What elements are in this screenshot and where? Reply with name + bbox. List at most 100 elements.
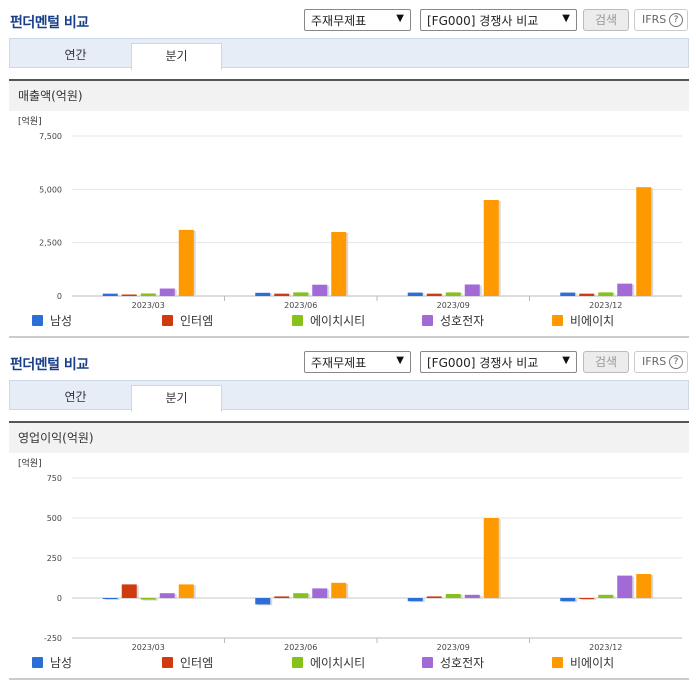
- peer-select[interactable]: [FG000] 경쟁사 비교 ▼: [420, 9, 577, 31]
- legend-item[interactable]: 에이치시티: [292, 314, 365, 328]
- bar: [560, 292, 576, 296]
- legend-swatch: [292, 657, 303, 668]
- bar: [617, 283, 633, 296]
- bar: [102, 293, 118, 296]
- peer-select[interactable]: [FG000] 경쟁사 비교 ▼: [420, 351, 577, 373]
- y-tick-label: -250: [44, 634, 62, 643]
- legend-label: 에이치시티: [310, 314, 366, 328]
- bar: [274, 596, 290, 598]
- bar: [255, 598, 271, 605]
- legend-swatch: [32, 657, 43, 668]
- bar: [293, 593, 309, 598]
- x-tick-label: 2023/03: [132, 643, 165, 652]
- period-tabs: 연간 분기: [9, 38, 689, 70]
- bar: [312, 284, 328, 296]
- peer-select-value: [FG000] 경쟁사 비교: [427, 356, 539, 370]
- bar-shadow: [123, 295, 139, 297]
- y-tick-label: 750: [47, 474, 62, 483]
- operating-profit-chart: [억원] -250 0 250 500 750 2023/03 2023/06 2023/09 2…: [18, 457, 682, 652]
- x-tick-label: 2023/06: [284, 301, 317, 310]
- legend-swatch: [162, 315, 173, 326]
- legend-swatch: [422, 657, 433, 668]
- bar: [407, 292, 423, 296]
- y-tick-label: 500: [47, 514, 62, 523]
- chart-legend: 남성 인터엠 에이치시티 성호전자 비에이치: [0, 314, 696, 334]
- bar-shadow: [428, 597, 444, 599]
- bar: [178, 584, 194, 598]
- bar: [598, 292, 614, 296]
- section-title: 영업이익(억원): [9, 421, 689, 453]
- search-button[interactable]: 검색: [583, 351, 629, 373]
- bar: [121, 294, 137, 296]
- search-button[interactable]: 검색: [583, 9, 629, 31]
- revenue-chart: [억원] 0 2,500 5,000 7,500 2023/03 2023/06 2023/0…: [18, 115, 682, 310]
- y-tick-label: 250: [47, 554, 62, 563]
- x-tick-label: 2023/12: [589, 301, 622, 310]
- period-tabs: 연간 분기: [9, 380, 689, 412]
- legend-item[interactable]: 비에이치: [552, 314, 614, 328]
- legend-label: 남성: [50, 656, 73, 670]
- bar: [636, 574, 652, 598]
- legend-swatch: [292, 315, 303, 326]
- unit-label: [억원]: [18, 457, 42, 469]
- chevron-down-icon: ▼: [396, 355, 404, 366]
- bar-shadow: [276, 597, 292, 599]
- legend-item[interactable]: 비에이치: [552, 656, 614, 670]
- legend-label: 남성: [50, 314, 73, 328]
- legend-swatch: [422, 315, 433, 326]
- x-tick-label: 2023/06: [284, 643, 317, 652]
- legend-swatch: [552, 315, 563, 326]
- legend-item[interactable]: 성호전자: [422, 656, 484, 670]
- statement-select[interactable]: 주재무제표 ▼: [304, 351, 411, 373]
- bar: [178, 229, 194, 296]
- question-icon: ?: [669, 355, 683, 369]
- chevron-down-icon: ▼: [562, 13, 570, 24]
- bar: [102, 598, 118, 599]
- legend-label: 인터엠: [180, 656, 214, 670]
- legend-item[interactable]: 인터엠: [162, 314, 213, 328]
- bar: [293, 292, 309, 296]
- unit-label: [억원]: [18, 115, 42, 127]
- bar: [617, 575, 633, 598]
- bar-shadow: [142, 599, 158, 601]
- bar: [140, 293, 156, 296]
- bar: [464, 594, 480, 598]
- tab-quarterly[interactable]: 분기: [131, 385, 222, 412]
- bar: [579, 598, 595, 599]
- statement-select[interactable]: 주재무제표 ▼: [304, 9, 411, 31]
- panel-header: 펀더멘털 비교 주재무제표 ▼ [FG000] 경쟁사 비교 ▼ 검색 IFRS…: [0, 0, 696, 38]
- legend-item[interactable]: 남성: [32, 656, 72, 670]
- legend-label: 인터엠: [180, 314, 214, 328]
- legend-label: 비에이치: [570, 314, 615, 328]
- tab-annual[interactable]: 연간: [64, 390, 87, 404]
- legend-item[interactable]: 성호전자: [422, 314, 484, 328]
- bar: [636, 187, 652, 296]
- bar: [140, 598, 156, 600]
- statement-select-value: 주재무제표: [311, 14, 367, 28]
- bar: [598, 594, 614, 598]
- y-tick-label: 7,500: [39, 132, 62, 141]
- legend-item[interactable]: 남성: [32, 314, 72, 328]
- y-tick-label: 2,500: [39, 239, 62, 248]
- bar-shadow: [581, 599, 597, 600]
- fundamental-panel-operating-profit: 펀더멘털 비교 주재무제표 ▼ [FG000] 경쟁사 비교 ▼ 검색 IFRS…: [0, 342, 696, 684]
- bar: [159, 593, 175, 598]
- ifrs-help-button[interactable]: IFRS ?: [634, 9, 688, 31]
- ifrs-help-button[interactable]: IFRS ?: [634, 351, 688, 373]
- bar: [274, 293, 290, 296]
- tab-quarterly[interactable]: 분기: [131, 43, 222, 70]
- bar: [121, 584, 137, 598]
- legend-item[interactable]: 인터엠: [162, 656, 213, 670]
- bar: [483, 518, 499, 598]
- ifrs-label: IFRS: [642, 13, 667, 26]
- chevron-down-icon: ▼: [396, 13, 404, 24]
- ifrs-label: IFRS: [642, 355, 667, 368]
- bar: [483, 200, 499, 296]
- x-tick-label: 2023/09: [437, 643, 470, 652]
- chart-legend: 남성 인터엠 에이치시티 성호전자 비에이치: [0, 656, 696, 676]
- legend-item[interactable]: 에이치시티: [292, 656, 365, 670]
- legend-label: 성호전자: [440, 656, 485, 670]
- tab-annual[interactable]: 연간: [64, 48, 87, 62]
- section-title: 매출액(억원): [9, 79, 689, 111]
- bar-shadow: [104, 599, 120, 600]
